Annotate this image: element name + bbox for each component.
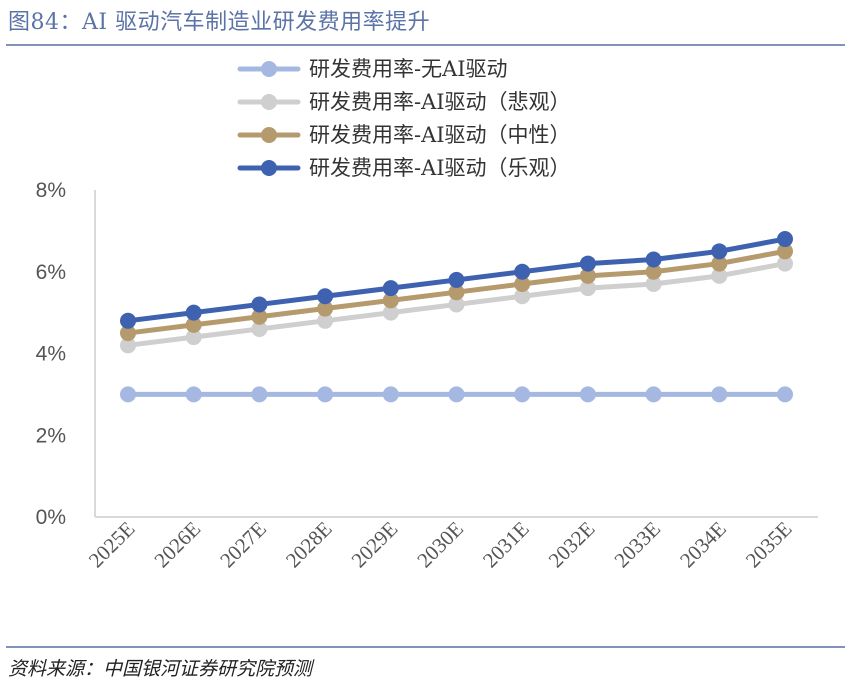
- data-point-s2: [777, 255, 793, 272]
- legend-swatch-marker: [261, 160, 277, 176]
- y-tick-label: 8%: [36, 179, 66, 202]
- data-point-s1: [382, 386, 399, 403]
- legend-label: 研发费用率-AI驱动（中性）: [309, 123, 571, 147]
- data-point-s1: [120, 386, 136, 403]
- data-point-s1: [514, 386, 531, 403]
- x-tick-label: 2025E: [84, 517, 140, 573]
- x-tick-label: 2027E: [215, 517, 271, 573]
- y-tick-label: 2%: [36, 424, 66, 447]
- data-point-s1: [711, 386, 728, 403]
- bottom-divider: [6, 646, 845, 648]
- x-tick-label: 2028E: [281, 517, 337, 573]
- data-point-s2: [514, 288, 531, 305]
- data-point-s3: [777, 243, 793, 260]
- x-tick-label: 2035E: [741, 517, 797, 573]
- data-point-s2: [120, 337, 136, 354]
- data-point-s3: [251, 308, 268, 325]
- data-point-s1: [645, 386, 662, 403]
- data-point-s3: [711, 255, 728, 272]
- x-tick-label: 2026E: [149, 517, 205, 573]
- x-tick-label: 2031E: [478, 517, 534, 573]
- y-tick-label: 4%: [36, 343, 66, 366]
- data-point-s2: [448, 296, 465, 313]
- data-point-s4: [448, 271, 465, 288]
- y-tick-label: 6%: [36, 261, 66, 284]
- data-point-s4: [251, 296, 268, 313]
- data-point-s3: [514, 276, 531, 293]
- data-point-s1: [251, 386, 268, 403]
- data-point-s4: [579, 255, 596, 272]
- data-point-s3: [382, 292, 399, 309]
- data-point-s4: [777, 231, 793, 248]
- legend-swatch-marker: [261, 61, 277, 77]
- data-point-s3: [448, 284, 465, 301]
- data-point-s4: [120, 312, 136, 329]
- data-point-s4: [711, 243, 728, 260]
- data-point-s2: [185, 329, 202, 346]
- data-point-s2: [317, 312, 334, 329]
- data-point-s4: [645, 251, 662, 268]
- data-point-s2: [382, 304, 399, 321]
- legend-label: 研发费用率-AI驱动（悲观）: [309, 90, 571, 114]
- data-point-s1: [317, 386, 334, 403]
- data-point-s4: [514, 263, 531, 280]
- data-point-s2: [645, 276, 662, 293]
- data-point-s1: [448, 386, 465, 403]
- data-point-s2: [711, 267, 728, 284]
- x-tick-label: 2033E: [609, 517, 665, 573]
- data-point-s4: [317, 288, 334, 305]
- data-point-s1: [185, 386, 202, 403]
- data-point-s3: [317, 300, 334, 317]
- legend-swatch-marker: [261, 94, 277, 110]
- data-point-s1: [579, 386, 596, 403]
- top-divider: [6, 44, 845, 46]
- figure-title: 图84：AI 驱动汽车制造业研发费用率提升: [8, 10, 431, 35]
- data-point-s4: [382, 280, 399, 297]
- data-point-s3: [185, 316, 202, 333]
- data-point-s4: [185, 304, 202, 321]
- data-point-s3: [579, 267, 596, 284]
- x-tick-label: 2034E: [675, 517, 731, 573]
- data-point-s3: [645, 263, 662, 280]
- legend-swatch-marker: [261, 127, 277, 143]
- legend-label: 研发费用率-AI驱动（乐观）: [309, 156, 571, 180]
- x-tick-label: 2030E: [412, 517, 468, 573]
- y-tick-label: 0%: [36, 506, 66, 529]
- data-point-s2: [579, 280, 596, 297]
- line-chart: 0% 2% 4% 6% 8% 2025E 2026E 2027E 2028E 2029E 2030E…: [36, 57, 818, 573]
- legend-label: 研发费用率-无AI驱动: [309, 57, 508, 81]
- data-point-s3: [120, 325, 136, 342]
- x-tick-label: 2032E: [544, 517, 600, 573]
- data-point-s1: [777, 386, 793, 403]
- data-point-s2: [251, 320, 268, 337]
- x-tick-label: 2029E: [347, 517, 403, 573]
- source-note: 资料来源：中国银河证券研究院预测: [8, 658, 313, 680]
